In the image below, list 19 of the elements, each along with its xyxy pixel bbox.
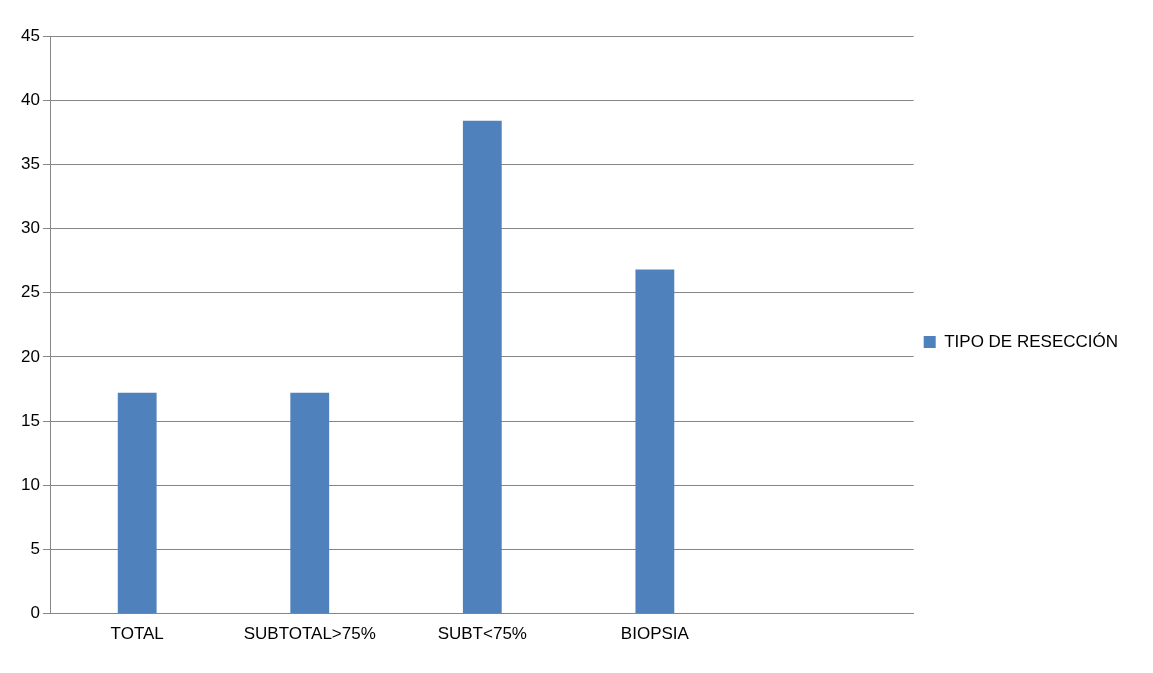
y-tick-label: 45 [20, 25, 40, 45]
y-tick-label: 15 [20, 410, 40, 430]
y-tick-label: 5 [30, 539, 40, 559]
x-tick-label: SUBT<75% [437, 624, 527, 644]
bar [117, 392, 157, 614]
bar [290, 392, 330, 614]
bar [635, 269, 675, 614]
y-tick-label: 10 [20, 474, 40, 494]
y-tick-label: 40 [20, 89, 40, 109]
y-tick-label: 20 [20, 346, 40, 366]
legend-label: TIPO DE RESECCIÓN [944, 331, 1119, 351]
x-tick-label: BIOPSIA [620, 624, 690, 644]
y-tick-label: 25 [20, 282, 40, 302]
x-tick-label: SUBTOTAL>75% [243, 624, 376, 644]
y-tick-label: 35 [20, 154, 40, 174]
bar [462, 120, 502, 614]
y-tick-label: 30 [20, 218, 40, 238]
x-tick-label: TOTAL [110, 624, 164, 644]
y-tick-label: 0 [30, 603, 40, 623]
